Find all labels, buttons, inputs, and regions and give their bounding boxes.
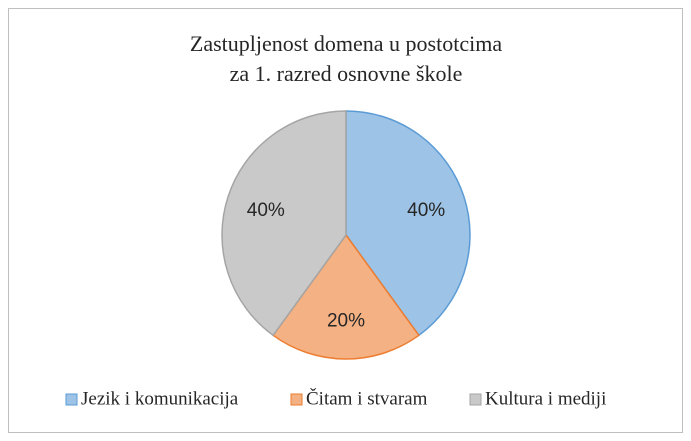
- pie-slice: [345, 110, 471, 337]
- chart-title: Zastupljenost domena u postotcima: [190, 31, 502, 56]
- value-label: 20%: [327, 310, 365, 331]
- value-label: 40%: [407, 200, 445, 221]
- legend-swatch: [65, 393, 78, 406]
- pie-slice: [221, 110, 347, 337]
- legend-label: Čitam i stvaram: [306, 387, 428, 409]
- legend-label: Kultura i mediji: [485, 388, 606, 409]
- legend-swatch: [469, 393, 482, 406]
- pie-slice: [272, 233, 420, 360]
- legend-swatch: [290, 393, 303, 406]
- chart-title: za 1. razred osnovne škole: [230, 61, 463, 86]
- value-label: 40%: [247, 200, 285, 221]
- legend-label: Jezik i komunikacija: [81, 388, 239, 409]
